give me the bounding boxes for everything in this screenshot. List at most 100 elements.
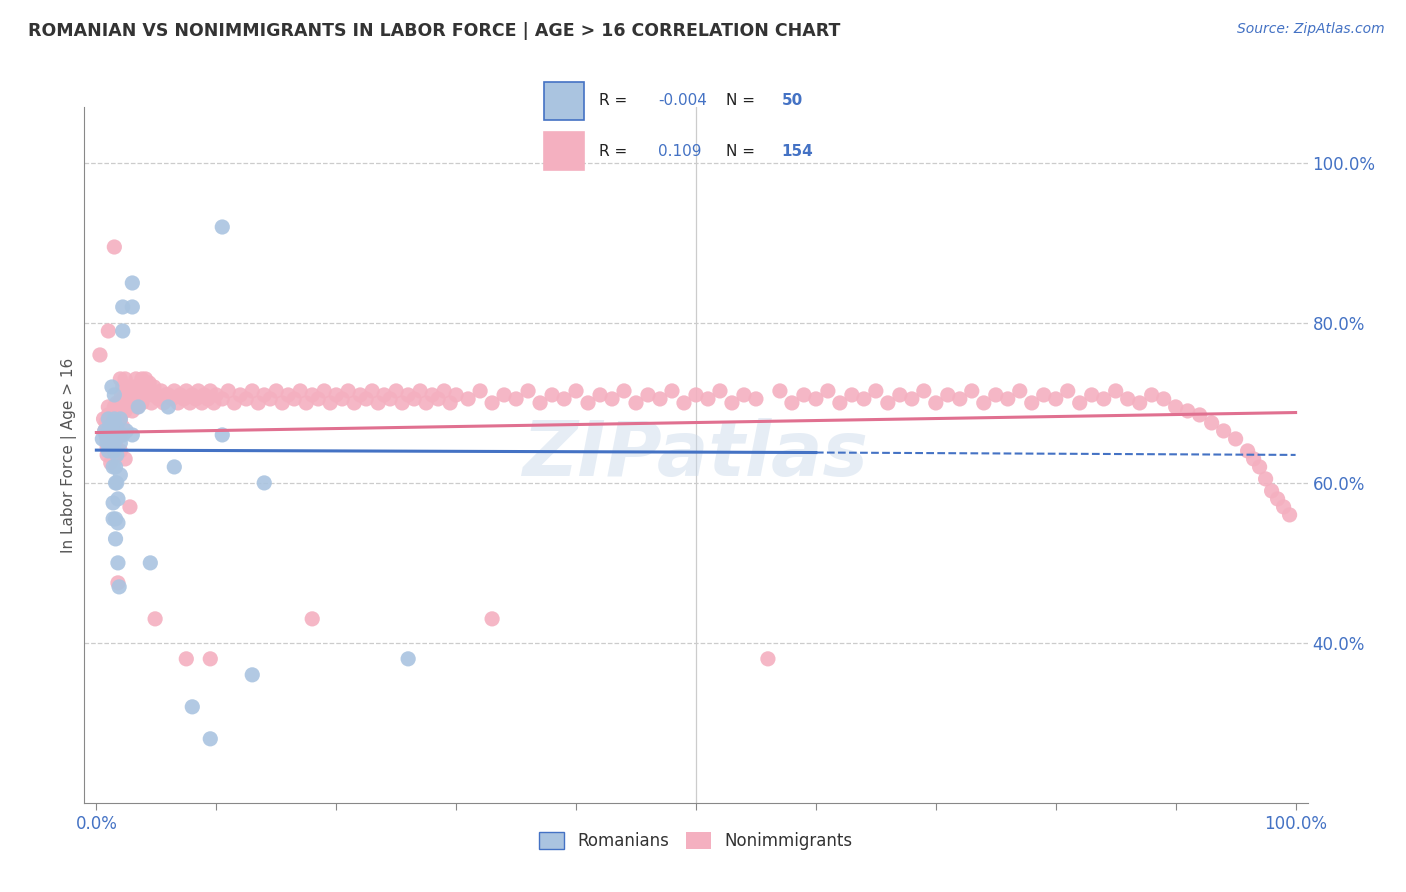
Point: [125, 388, 148, 402]
Text: 0.109: 0.109: [658, 144, 702, 159]
Point: [129, 388, 152, 402]
Point: [1129, 396, 1152, 410]
Point: [200, 652, 222, 666]
Point: [160, 392, 183, 406]
Point: [125, 372, 148, 386]
Point: [150, 384, 173, 398]
Point: [1116, 392, 1139, 406]
Point: [124, 388, 146, 402]
Point: [427, 392, 450, 406]
Point: [1260, 483, 1282, 498]
Text: N =: N =: [725, 94, 755, 108]
Point: [111, 420, 134, 434]
Point: [114, 372, 136, 386]
Point: [1092, 392, 1115, 406]
Point: [98, 424, 121, 438]
Point: [108, 396, 131, 410]
Point: [901, 392, 924, 406]
Point: [229, 388, 252, 402]
Point: [193, 388, 215, 402]
Point: [385, 384, 408, 398]
Point: [565, 384, 588, 398]
Point: [110, 467, 132, 482]
Point: [157, 400, 180, 414]
Point: [468, 384, 491, 398]
Point: [107, 575, 129, 590]
Point: [141, 396, 163, 410]
Point: [98, 420, 121, 434]
Point: [135, 380, 157, 394]
Point: [111, 396, 134, 410]
Point: [211, 219, 233, 234]
Point: [865, 384, 887, 398]
Point: [205, 388, 228, 402]
Point: [494, 388, 516, 402]
Point: [600, 392, 623, 406]
Point: [101, 420, 124, 434]
Point: [169, 388, 191, 402]
Point: [110, 404, 132, 418]
Point: [697, 392, 720, 406]
Point: [804, 392, 827, 406]
Point: [97, 412, 120, 426]
Text: R =: R =: [599, 144, 627, 159]
Point: [105, 448, 128, 462]
Point: [131, 396, 153, 410]
Point: [404, 392, 426, 406]
Point: [103, 428, 125, 442]
Point: [103, 444, 125, 458]
Legend: Romanians, Nonimmigrants: Romanians, Nonimmigrants: [533, 826, 859, 857]
Point: [960, 384, 983, 398]
Point: [167, 396, 190, 410]
Point: [1164, 400, 1187, 414]
Point: [283, 392, 305, 406]
Point: [769, 384, 792, 398]
Point: [104, 404, 127, 418]
Point: [91, 432, 114, 446]
Point: [1225, 432, 1247, 446]
Point: [107, 556, 129, 570]
Point: [1236, 444, 1258, 458]
Point: [108, 412, 131, 426]
Point: [852, 392, 875, 406]
Point: [121, 388, 143, 402]
Point: [110, 412, 132, 426]
Point: [202, 396, 225, 410]
Point: [163, 459, 186, 474]
Point: [139, 556, 162, 570]
Point: [94, 416, 117, 430]
Point: [444, 388, 467, 402]
Point: [114, 404, 136, 418]
Point: [259, 392, 281, 406]
Point: [104, 448, 127, 462]
Point: [1080, 388, 1102, 402]
Point: [330, 392, 353, 406]
Point: [110, 396, 132, 410]
Point: [101, 459, 124, 474]
Point: [367, 396, 389, 410]
Point: [115, 424, 138, 438]
Point: [89, 348, 111, 362]
Point: [112, 404, 135, 418]
Point: [115, 388, 138, 402]
Point: [107, 516, 129, 530]
Point: [1188, 408, 1211, 422]
Point: [576, 396, 599, 410]
Point: [1201, 416, 1223, 430]
Bar: [544, 132, 583, 169]
Point: [925, 396, 948, 410]
Point: [709, 384, 731, 398]
Point: [756, 652, 779, 666]
Point: [396, 388, 419, 402]
Point: [1140, 388, 1163, 402]
Point: [184, 392, 207, 406]
Point: [361, 384, 384, 398]
Point: [481, 612, 503, 626]
Point: [104, 475, 127, 490]
Point: [127, 400, 149, 414]
Point: [984, 388, 1007, 402]
Point: [457, 392, 479, 406]
Point: [780, 396, 803, 410]
Point: [145, 388, 167, 402]
Point: [1008, 384, 1031, 398]
